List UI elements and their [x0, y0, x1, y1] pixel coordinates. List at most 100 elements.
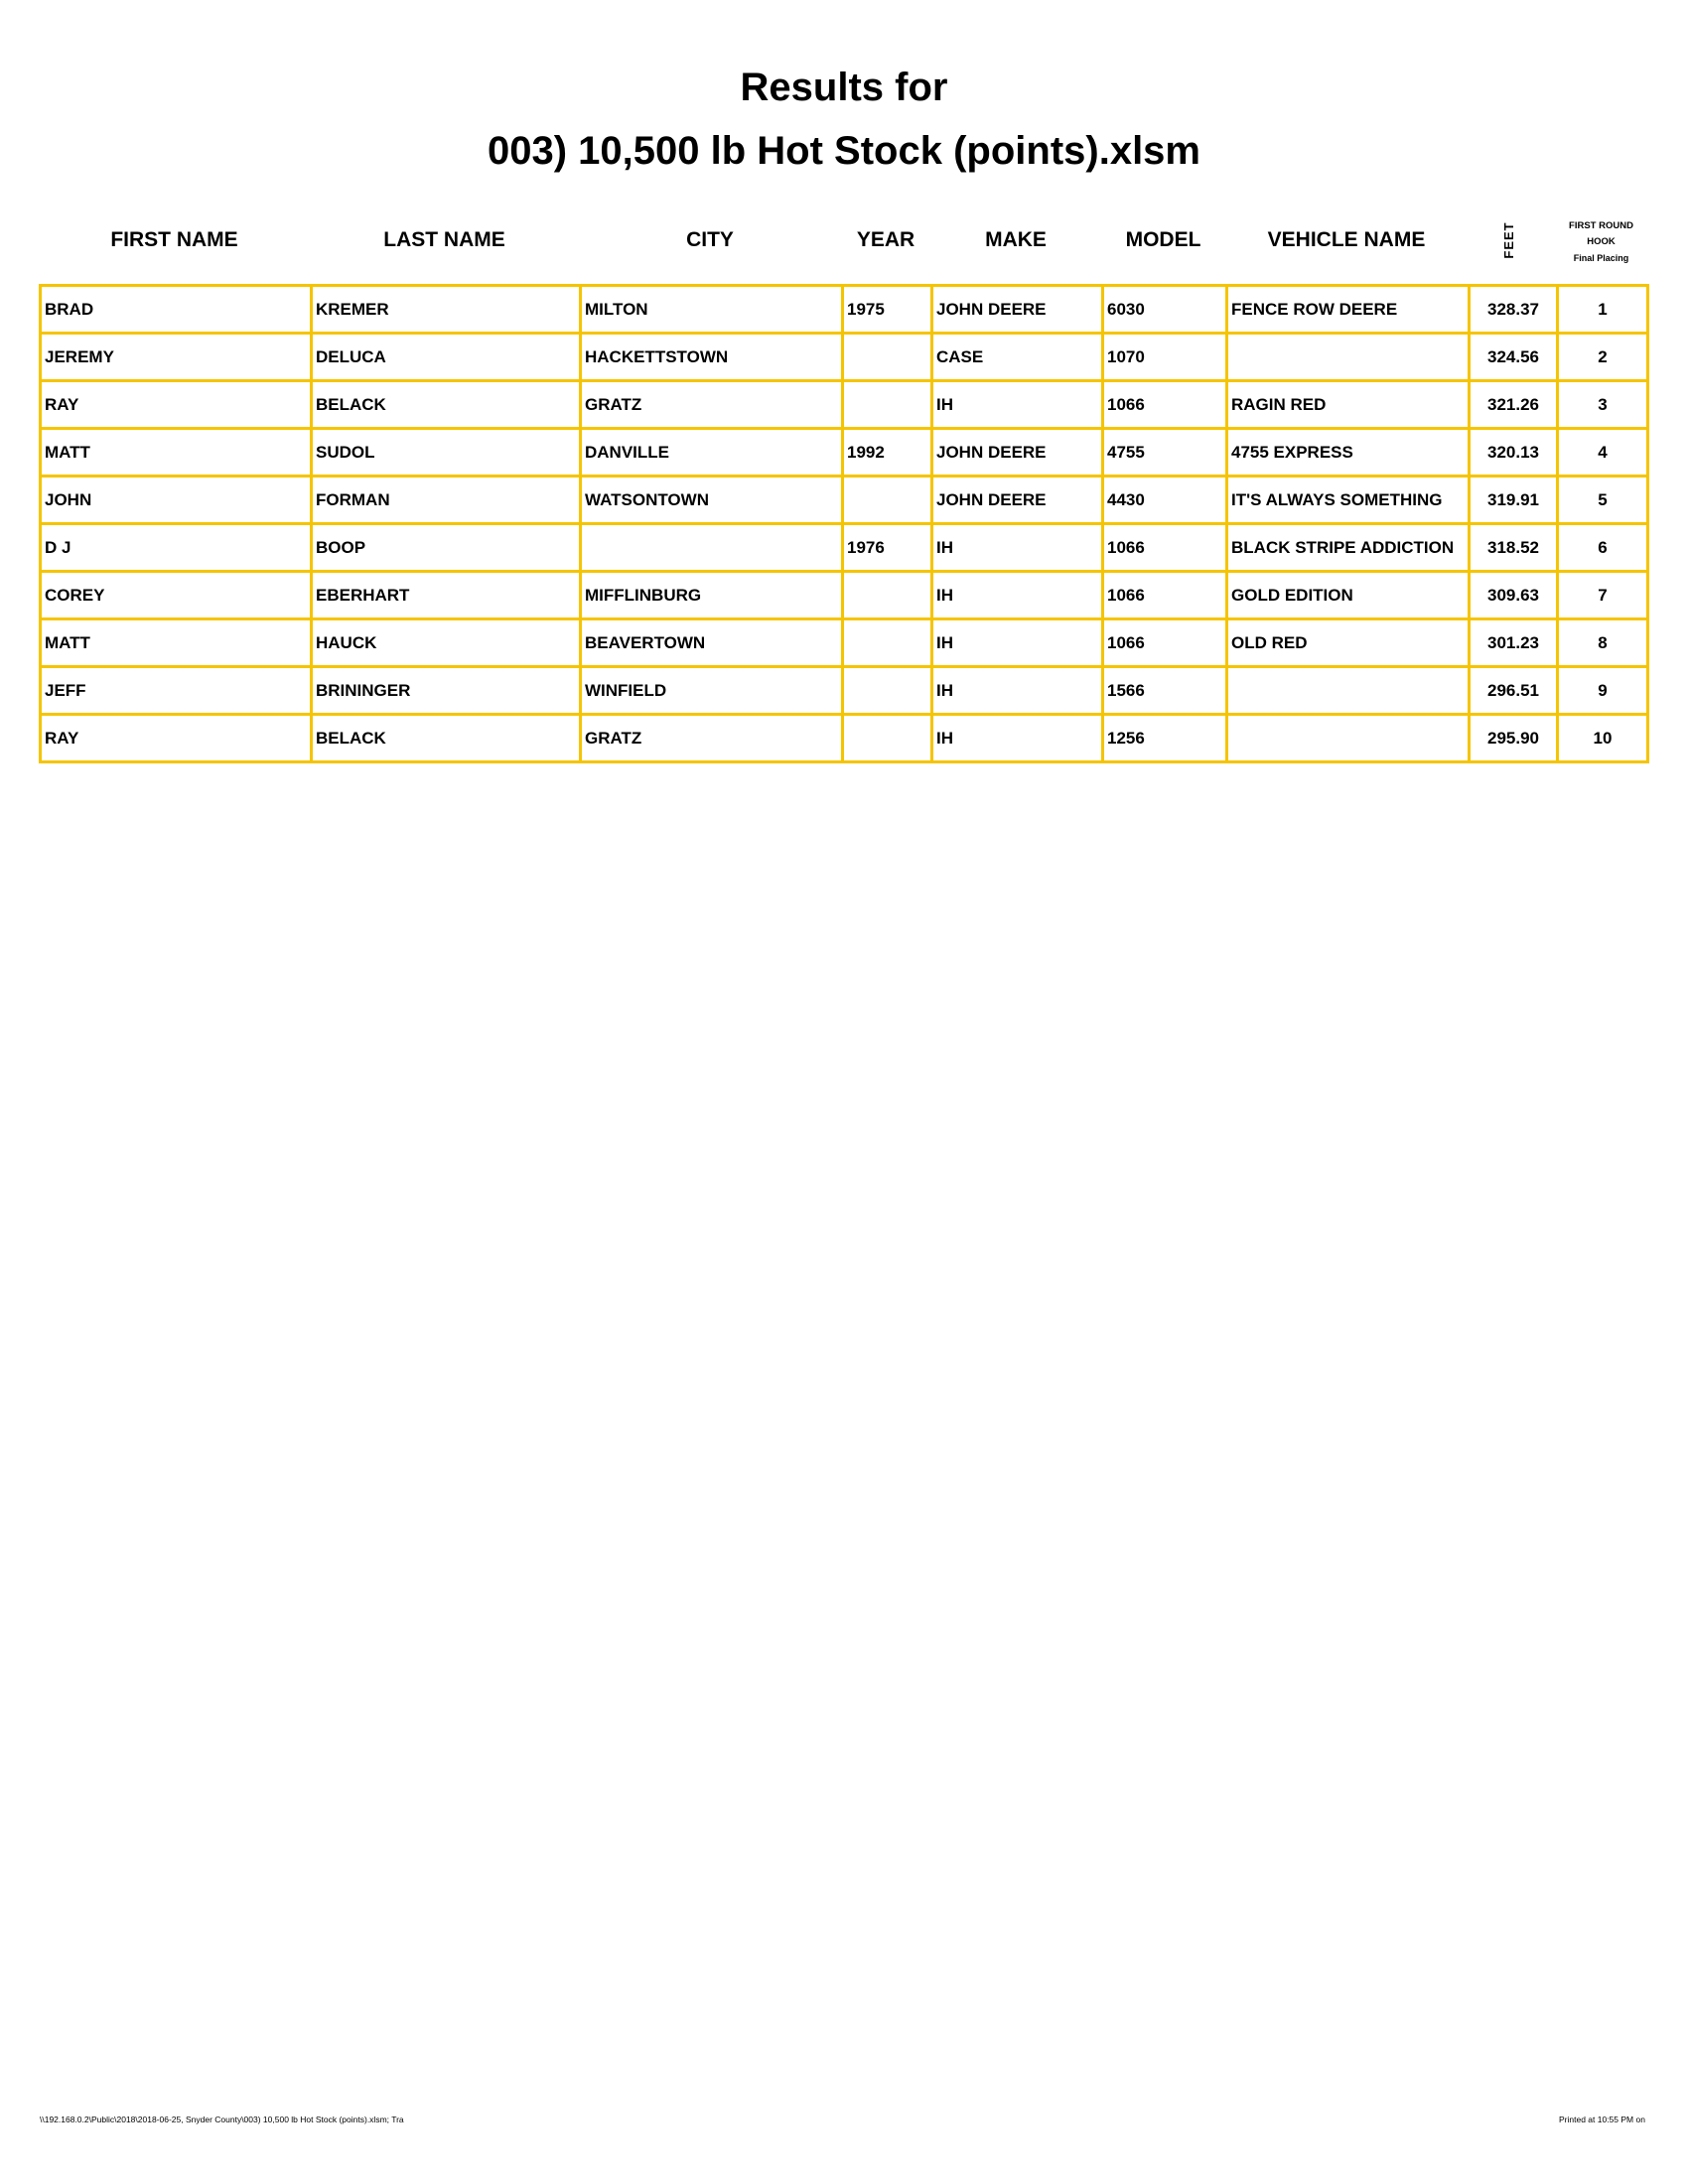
cell-placing: 6: [1556, 522, 1649, 573]
cell-vehicle-name: GOLD EDITION: [1225, 570, 1471, 620]
cell-year: 1992: [841, 427, 933, 478]
cell-placing: 5: [1556, 475, 1649, 525]
cell-make: IH: [930, 713, 1104, 763]
cell-feet: 324.56: [1468, 332, 1559, 382]
cell-feet: 295.90: [1468, 713, 1559, 763]
cell-year: [841, 332, 933, 382]
footer-file-path: \\192.168.0.2\Public\2018\2018-06-25, Sn…: [40, 2115, 404, 2124]
cell-last-name: KREMER: [310, 284, 582, 335]
table-row: JEFF BRININGER WINFIELD IH 1566 296.51 9: [39, 665, 1649, 716]
cell-city: MIFFLINBURG: [579, 570, 844, 620]
cell-year: [841, 713, 933, 763]
table-row: RAY BELACK GRATZ IH 1256 295.90 10: [39, 713, 1649, 763]
cell-model: 4755: [1101, 427, 1228, 478]
table-row: RAY BELACK GRATZ IH 1066 RAGIN RED 321.26 3: [39, 379, 1649, 430]
cell-first-name: D J: [39, 522, 313, 573]
cell-year: [841, 617, 933, 668]
cell-model: 1256: [1101, 713, 1228, 763]
cell-first-name: JEFF: [39, 665, 313, 716]
cell-feet: 301.23: [1468, 617, 1559, 668]
cell-make: CASE: [930, 332, 1104, 382]
cell-vehicle-name: [1225, 665, 1471, 716]
cell-year: [841, 570, 933, 620]
cell-last-name: DELUCA: [310, 332, 582, 382]
cell-feet: 321.26: [1468, 379, 1559, 430]
table-row: D J BOOP 1976 IH 1066 BLACK STRIPE ADDICTION 3…: [39, 522, 1649, 573]
cell-city: BEAVERTOWN: [579, 617, 844, 668]
cell-feet: 328.37: [1468, 284, 1559, 335]
table-row: MATT SUDOL DANVILLE 1992 JOHN DEERE 4755 4755 …: [39, 427, 1649, 478]
cell-vehicle-name: BLACK STRIPE ADDICTION: [1225, 522, 1471, 573]
cell-placing: 10: [1556, 713, 1649, 763]
cell-model: 1566: [1101, 665, 1228, 716]
cell-vehicle-name: OLD RED: [1225, 617, 1471, 668]
cell-last-name: BELACK: [310, 379, 582, 430]
cell-make: IH: [930, 665, 1104, 716]
cell-first-name: JOHN: [39, 475, 313, 525]
header-last-name: LAST NAME: [383, 228, 505, 251]
table-row: JOHN FORMAN WATSONTOWN JOHN DEERE 4430 IT'S A…: [39, 475, 1649, 525]
results-table: BRAD KREMER MILTON 1975 JOHN DEERE 6030 FENCE …: [39, 284, 1649, 763]
header-placing-line3: Final Placing: [1573, 253, 1629, 263]
cell-placing: 8: [1556, 617, 1649, 668]
cell-first-name: MATT: [39, 617, 313, 668]
cell-model: 1070: [1101, 332, 1228, 382]
cell-city: DANVILLE: [579, 427, 844, 478]
cell-year: 1975: [841, 284, 933, 335]
cell-make: IH: [930, 522, 1104, 573]
cell-last-name: SUDOL: [310, 427, 582, 478]
cell-model: 1066: [1101, 570, 1228, 620]
header-placing: FIRST ROUND HOOK Final Placing: [1556, 218, 1646, 266]
cell-city: GRATZ: [579, 713, 844, 763]
cell-vehicle-name: [1225, 713, 1471, 763]
cell-first-name: RAY: [39, 713, 313, 763]
cell-make: JOHN DEERE: [930, 284, 1104, 335]
cell-feet: 319.91: [1468, 475, 1559, 525]
cell-placing: 7: [1556, 570, 1649, 620]
cell-make: JOHN DEERE: [930, 475, 1104, 525]
cell-model: 6030: [1101, 284, 1228, 335]
cell-feet: 309.63: [1468, 570, 1559, 620]
cell-model: 1066: [1101, 522, 1228, 573]
cell-feet: 296.51: [1468, 665, 1559, 716]
cell-city: GRATZ: [579, 379, 844, 430]
cell-placing: 2: [1556, 332, 1649, 382]
cell-model: 4430: [1101, 475, 1228, 525]
cell-feet: 318.52: [1468, 522, 1559, 573]
cell-year: [841, 665, 933, 716]
cell-last-name: BOOP: [310, 522, 582, 573]
cell-last-name: BELACK: [310, 713, 582, 763]
cell-year: [841, 379, 933, 430]
table-row: BRAD KREMER MILTON 1975 JOHN DEERE 6030 FENCE …: [39, 284, 1649, 335]
cell-placing: 1: [1556, 284, 1649, 335]
table-row: MATT HAUCK BEAVERTOWN IH 1066 OLD RED 301.23 8: [39, 617, 1649, 668]
header-placing-line1: FIRST ROUND: [1569, 220, 1633, 231]
cell-city: [579, 522, 844, 573]
cell-last-name: FORMAN: [310, 475, 582, 525]
cell-first-name: RAY: [39, 379, 313, 430]
header-vehicle-name: VEHICLE NAME: [1267, 228, 1426, 251]
cell-city: MILTON: [579, 284, 844, 335]
cell-first-name: BRAD: [39, 284, 313, 335]
header-feet: FEET: [1501, 221, 1516, 259]
header-first-name: FIRST NAME: [110, 228, 238, 251]
cell-placing: 4: [1556, 427, 1649, 478]
cell-last-name: HAUCK: [310, 617, 582, 668]
cell-make: JOHN DEERE: [930, 427, 1104, 478]
cell-make: IH: [930, 570, 1104, 620]
cell-vehicle-name: [1225, 332, 1471, 382]
footer-printed-at: Printed at 10:55 PM on: [1559, 2115, 1645, 2124]
cell-vehicle-name: IT'S ALWAYS SOMETHING: [1225, 475, 1471, 525]
header-year: YEAR: [856, 228, 915, 251]
cell-city: WINFIELD: [579, 665, 844, 716]
cell-feet: 320.13: [1468, 427, 1559, 478]
cell-model: 1066: [1101, 617, 1228, 668]
cell-first-name: MATT: [39, 427, 313, 478]
table-row: JEREMY DELUCA HACKETTSTOWN CASE 1070 324.56 2: [39, 332, 1649, 382]
cell-last-name: BRININGER: [310, 665, 582, 716]
table-row: COREY EBERHART MIFFLINBURG IH 1066 GOLD EDITI…: [39, 570, 1649, 620]
header-make: MAKE: [985, 228, 1047, 251]
cell-placing: 3: [1556, 379, 1649, 430]
cell-year: 1976: [841, 522, 933, 573]
cell-make: IH: [930, 379, 1104, 430]
